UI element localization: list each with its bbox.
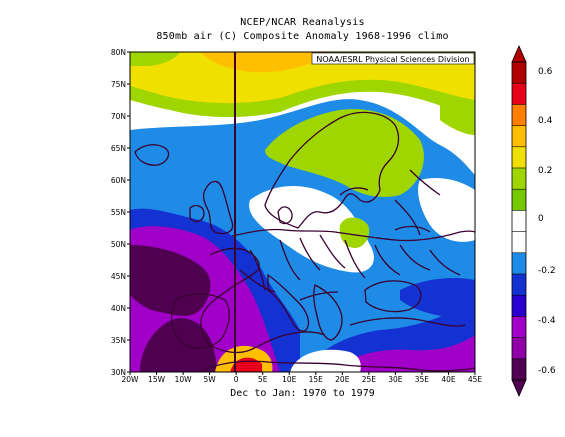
lat-tick-label: 75N — [111, 80, 126, 89]
colorbar-label: -0.6 — [538, 366, 556, 376]
colorbar-segment — [512, 104, 526, 127]
lat-tick-label: 60N — [111, 176, 126, 185]
field-orange-north — [200, 52, 330, 73]
colorbar-top-cap — [511, 45, 527, 63]
colorbar-label: -0.4 — [538, 316, 556, 326]
lat-tick-label: 70N — [111, 112, 126, 121]
colorbar-segment — [512, 231, 526, 254]
colorbar: 0.6 0.4 0.2 0 -0.2 -0.4 -0.6 — [511, 45, 556, 397]
lon-tick-label: 10E — [282, 375, 297, 384]
lat-tick-label: 30N — [111, 368, 126, 377]
lon-tick-label: 15E — [309, 375, 324, 384]
credit-box — [311, 52, 475, 65]
lon-tick-label: 0 — [234, 375, 239, 384]
field-darkpurple-west — [130, 245, 211, 316]
field-purple-se — [330, 335, 475, 372]
lat-tick-label: 45N — [111, 272, 126, 281]
colorbar-label: 0.6 — [538, 67, 553, 77]
lon-tick-label: 5W — [204, 375, 217, 384]
anomaly-field — [130, 52, 475, 372]
lon-tick-label: 40E — [441, 375, 456, 384]
lat-tick-label: 50N — [111, 240, 126, 249]
lon-tick-label: 25E — [362, 375, 377, 384]
lat-tick-label: 40N — [111, 304, 126, 313]
field-white-med — [290, 349, 361, 372]
field-yellow-north — [130, 52, 475, 104]
colorbar-segment — [512, 358, 526, 381]
colorbar-frame — [511, 61, 527, 381]
colorbar-segment — [512, 210, 526, 233]
lon-tick-label: 10W — [175, 375, 193, 384]
lon-tick-label: 20E — [335, 375, 350, 384]
field-green-scandinavia — [265, 109, 424, 197]
colorbar-bottom-cap — [511, 379, 527, 397]
coastlines — [134, 111, 475, 372]
colorbar-segment — [512, 146, 526, 169]
colorbar-label: 0.4 — [538, 116, 553, 126]
latitude-axis: 80N 75N 70N 65N 60N 55N 50N 45N 40N 35N 30N — [111, 48, 130, 377]
colorbar-segment — [512, 125, 526, 148]
colorbar-label: 0.2 — [538, 166, 552, 176]
colorbar-label: -0.2 — [538, 266, 556, 276]
lat-tick-label: 55N — [111, 208, 126, 217]
colorbar-segment — [512, 83, 526, 105]
chart-title-line-2: 850mb air (C) Composite Anomaly 1968-199… — [156, 31, 449, 42]
chart-title-line-1: NCEP/NCAR Reanalysis — [240, 17, 365, 28]
lon-tick-label: 5E — [258, 375, 268, 384]
field-darkpurple-south — [140, 318, 218, 372]
lon-tick-label: 15W — [148, 375, 166, 384]
lat-tick-label: 35N — [111, 336, 126, 345]
colorbar-segment — [512, 295, 526, 317]
lon-tick-label: 20W — [122, 375, 140, 384]
colorbar-segment — [512, 274, 526, 296]
colorbar-segment — [512, 62, 526, 84]
field-green-central — [339, 217, 370, 248]
lat-tick-label: 65N — [111, 144, 126, 153]
credit-text: NOAA/ESRL Physical Sciences Division — [316, 55, 469, 64]
longitude-axis: 20W 15W 10W 5W 0 5E 10E 15E 20E 25E 30E 35E 40E 45E — [122, 372, 483, 384]
lon-tick-label: 35E — [415, 375, 430, 384]
field-white-east — [418, 178, 475, 242]
colorbar-segment — [512, 316, 526, 339]
colorbar-segment — [512, 337, 526, 360]
lon-tick-label: 30E — [388, 375, 403, 384]
colorbar-segment — [512, 252, 526, 275]
lat-tick-label: 80N — [111, 48, 126, 57]
field-green-nw — [130, 52, 180, 66]
time-range-caption: Dec to Jan: 1970 to 1979 — [230, 388, 375, 399]
field-white-central — [249, 185, 374, 273]
colorbar-label: 0 — [538, 214, 544, 224]
lon-tick-label: 45E — [468, 375, 483, 384]
colorbar-segment — [512, 189, 526, 211]
colorbar-segment — [512, 168, 526, 190]
